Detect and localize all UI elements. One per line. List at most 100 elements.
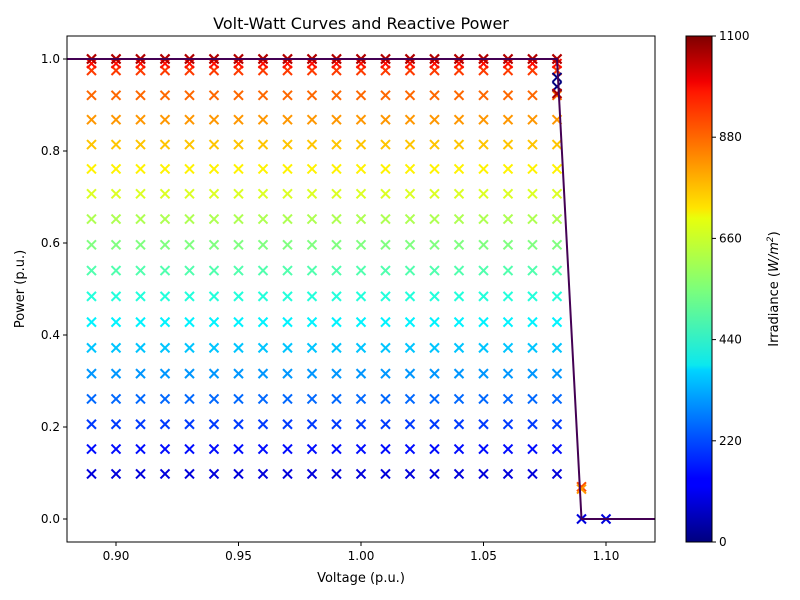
scatter-point (208, 316, 220, 328)
scatter-point (478, 368, 489, 379)
scatter-point (331, 188, 342, 199)
scatter-point (135, 239, 146, 251)
scatter-point (453, 188, 465, 199)
scatter-point (257, 316, 269, 328)
scatter-point (306, 291, 318, 302)
scatter-point (86, 90, 97, 101)
scatter-point (502, 90, 514, 101)
scatter-point (404, 419, 416, 430)
scatter-point (453, 213, 465, 225)
scatter-point (380, 368, 391, 379)
scatter-point (233, 393, 244, 405)
scatter-point (429, 443, 440, 455)
scatter-point (404, 90, 416, 101)
scatter-point (453, 443, 465, 455)
scatter-point (404, 316, 416, 328)
scatter-point (478, 90, 489, 101)
scatter-point (527, 58, 538, 69)
scatter-point (331, 393, 342, 405)
scatter-point (184, 239, 195, 251)
scatter-point (355, 239, 367, 251)
scatter-point (380, 265, 391, 276)
scatter-point (306, 393, 318, 405)
scatter-point (551, 393, 563, 405)
scatter-point (86, 468, 97, 480)
scatter-point (184, 443, 195, 455)
scatter-point (404, 342, 416, 354)
scatter-point (331, 58, 342, 69)
scatter-point (135, 213, 146, 225)
scatter-point (453, 265, 465, 276)
scatter-point (453, 291, 465, 302)
scatter-point (380, 90, 391, 101)
scatter-point (502, 163, 514, 175)
scatter-point (86, 58, 97, 69)
scatter-point (429, 342, 440, 354)
scatter-point (404, 443, 416, 455)
scatter-point (551, 88, 563, 99)
scatter-point (380, 58, 391, 69)
scatter-point (380, 139, 391, 150)
scatter-point (478, 393, 489, 405)
scatter-point (233, 291, 244, 302)
scatter-point (135, 393, 146, 405)
scatter-point (429, 163, 440, 175)
scatter-point (429, 291, 440, 302)
scatter-point (135, 265, 146, 276)
scatter-point (429, 139, 440, 150)
scatter-point (527, 316, 538, 328)
scatter-point (355, 213, 367, 225)
scatter-point (86, 443, 97, 455)
scatter-point (478, 265, 489, 276)
scatter-point (86, 139, 97, 150)
scatter-point (331, 265, 342, 276)
scatter-point (184, 368, 195, 379)
scatter-point (478, 139, 489, 150)
scatter-point (184, 139, 195, 150)
scatter-point (355, 443, 367, 455)
scatter-point (282, 291, 293, 302)
colorbar-tick-label: 1100 (719, 29, 750, 43)
scatter-point (159, 265, 171, 276)
scatter-point (257, 188, 269, 199)
scatter-point (135, 90, 146, 101)
scatter-point (576, 483, 587, 495)
scatter-point (502, 291, 514, 302)
scatter-point (233, 139, 244, 150)
scatter-point (527, 265, 538, 276)
scatter-point (404, 139, 416, 150)
scatter-point (478, 443, 489, 455)
scatter-point (282, 419, 293, 430)
scatter-point (159, 342, 171, 354)
scatter-point (404, 163, 416, 175)
scatter-point (257, 114, 269, 125)
scatter-point (478, 291, 489, 302)
scatter-point (380, 342, 391, 354)
scatter-point (453, 139, 465, 150)
scatter-point (502, 342, 514, 354)
scatter-point (380, 316, 391, 328)
scatter-point (233, 419, 244, 430)
scatter-point (502, 239, 514, 251)
scatter-point (453, 114, 465, 125)
scatter-point (135, 139, 146, 150)
scatter-point (135, 58, 146, 69)
scatter-point (306, 368, 318, 379)
scatter-point (135, 419, 146, 430)
scatter-point (257, 468, 269, 480)
y-tick-label: 0.4 (41, 328, 60, 342)
scatter-point (184, 468, 195, 480)
scatter-point (380, 114, 391, 125)
scatter-point (135, 316, 146, 328)
scatter-point (551, 239, 563, 251)
scatter-point (502, 468, 514, 480)
colorbar-tick-label: 880 (719, 130, 742, 144)
scatter-point (429, 213, 440, 225)
scatter-point (282, 163, 293, 175)
y-tick-label: 1.0 (41, 52, 60, 66)
scatter-point (453, 368, 465, 379)
scatter-point (404, 368, 416, 379)
scatter-point (306, 163, 318, 175)
scatter-point (86, 239, 97, 251)
scatter-point (380, 393, 391, 405)
